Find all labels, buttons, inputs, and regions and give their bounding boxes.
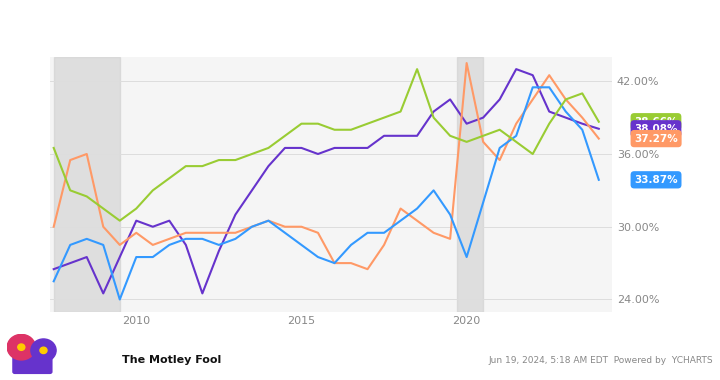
Circle shape <box>40 347 47 353</box>
Bar <box>54 57 120 312</box>
Text: 37.27%: 37.27% <box>634 134 678 144</box>
Bar <box>456 57 483 312</box>
Circle shape <box>18 344 24 350</box>
Circle shape <box>7 334 35 360</box>
FancyBboxPatch shape <box>12 356 53 374</box>
Text: Jun 19, 2024, 5:18 AM EDT  Powered by  YCHARTS: Jun 19, 2024, 5:18 AM EDT Powered by YCH… <box>488 356 713 365</box>
Text: The Motley Fool: The Motley Fool <box>122 355 222 365</box>
Circle shape <box>31 339 56 362</box>
Text: 38.66%: 38.66% <box>634 117 678 127</box>
Text: 38.08%: 38.08% <box>634 124 678 134</box>
Text: 33.87%: 33.87% <box>634 175 678 185</box>
